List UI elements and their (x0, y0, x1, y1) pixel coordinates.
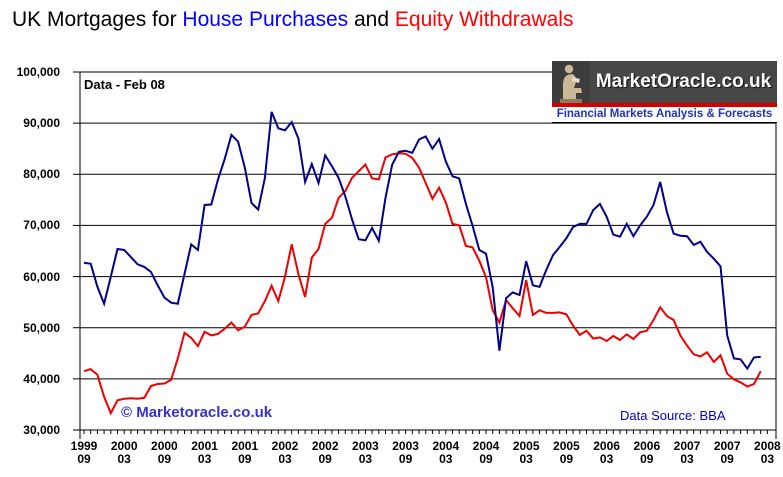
x-axis-label: 2003 03 (343, 440, 387, 466)
x-axis-label: 2008 03 (745, 440, 783, 466)
x-axis-label: 2004 03 (424, 440, 468, 466)
x-axis-label-year: 2003 (392, 439, 419, 453)
y-axis-label: 90,000 (23, 116, 60, 131)
x-axis-label-month: 09 (238, 452, 252, 466)
x-axis-label-month: 03 (197, 452, 212, 466)
x-axis-label-month: 03 (519, 452, 533, 466)
x-axis-label: 2005 03 (504, 440, 548, 466)
title-joiner: and (348, 8, 395, 31)
logo-name: MarketOracle.co.uk (595, 71, 772, 92)
x-axis-label-month: 09 (157, 452, 172, 466)
x-axis-label-month: 03 (439, 452, 453, 466)
watermark-text: © Marketoracle.co.uk (121, 404, 273, 421)
x-axis-label-year: 2005 (512, 439, 540, 453)
x-axis-label-year: 2001 (231, 439, 259, 453)
logo-tagline: Financial Markets Analysis & Forecasts (552, 107, 777, 122)
x-axis-label: 2007 09 (705, 440, 749, 466)
y-axis-label: 40,000 (23, 371, 60, 386)
statue-icon (552, 61, 590, 103)
data-period-label: Data - Feb 08 (84, 77, 165, 92)
x-axis-label-year: 2004 (472, 439, 500, 453)
x-axis-label: 2001 09 (223, 440, 267, 466)
x-axis-label-year: 2006 (633, 439, 661, 453)
x-axis-label: 2004 09 (464, 440, 508, 466)
y-axis-label: 100,000 (16, 65, 60, 79)
x-axis-label-year: 2001 (191, 439, 218, 453)
x-axis-label-month: 03 (680, 452, 694, 466)
logo-red-stripe (552, 103, 777, 107)
x-axis-label-year: 2004 (432, 439, 460, 453)
x-axis-label: 2000 09 (142, 440, 186, 466)
x-axis-label-month: 03 (760, 452, 775, 466)
marketoracle-logo: MarketOracle.co.uk Financial Markets Ana… (552, 61, 777, 123)
y-axis-label: 50,000 (23, 320, 60, 335)
x-axis-label-month: 09 (640, 452, 654, 466)
chart-title: UK Mortgages for House Purchases and Equ… (12, 8, 573, 32)
x-axis-label: 1999 09 (62, 440, 106, 466)
x-axis-label: 2007 03 (665, 440, 709, 466)
x-axis-label-year: 1999 (70, 439, 98, 453)
x-axis-label-month: 09 (559, 452, 574, 466)
x-axis-label-year: 2007 (673, 439, 701, 453)
series-line-house-purchases (83, 111, 761, 371)
x-axis-label-month: 03 (358, 452, 373, 466)
x-axis-label-year: 2003 (352, 439, 379, 453)
y-axis-label: 30,000 (23, 423, 60, 437)
series-line-equity-withdrawals (83, 152, 762, 416)
x-axis-label-month: 03 (278, 452, 292, 466)
x-axis-label: 2006 09 (625, 440, 669, 466)
x-axis-label-year: 2000 (151, 439, 178, 453)
x-axis-label: 2001 03 (183, 440, 227, 466)
x-axis-label: 2003 09 (384, 440, 428, 466)
x-axis-label-month: 09 (479, 452, 493, 466)
x-axis-label-year: 2002 (271, 439, 299, 453)
x-axis-label-year: 2008 (754, 439, 781, 453)
x-axis-label: 2002 03 (263, 440, 307, 466)
plot-border (79, 71, 777, 431)
x-axis-label-month: 09 (77, 452, 91, 466)
data-source-label: Data Source: BBA (620, 408, 726, 423)
x-axis-label-year: 2006 (593, 439, 620, 453)
x-axis-label-month: 09 (318, 452, 332, 466)
x-axis-label-month: 03 (117, 452, 131, 466)
title-prefix: UK Mortgages for (12, 8, 183, 31)
x-axis-label-year: 2000 (110, 439, 138, 453)
title-series-house-purchases: House Purchases (182, 8, 349, 31)
y-axis-label: 80,000 (23, 167, 60, 182)
x-axis-label-year: 2007 (713, 439, 741, 453)
title-series-equity-withdrawals: Equity Withdrawals (394, 8, 574, 31)
x-axis-label: 2006 03 (585, 440, 629, 466)
logo-banner: MarketOracle.co.uk (552, 61, 777, 103)
x-axis-label-year: 2002 (311, 439, 339, 453)
x-axis-label-month: 09 (720, 452, 734, 466)
x-axis-label: 2000 03 (102, 440, 146, 466)
x-axis-label: 2002 09 (303, 440, 347, 466)
x-axis-label-month: 09 (398, 452, 413, 466)
x-axis-label-month: 03 (599, 452, 614, 466)
y-axis-label: 60,000 (23, 269, 60, 284)
x-axis-label: 2005 09 (544, 440, 588, 466)
x-axis-label-year: 2005 (553, 439, 580, 453)
y-axis-label: 70,000 (23, 218, 60, 233)
